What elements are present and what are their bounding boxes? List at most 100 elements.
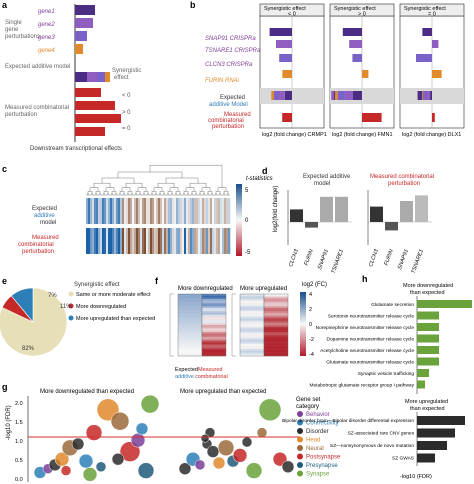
- c-cell-meas-0: [86, 228, 89, 254]
- f-cell-1-1-24: [264, 335, 288, 338]
- h-title-down-1: More downregulated: [403, 283, 453, 289]
- c-cell-meas-48: [182, 228, 185, 254]
- f-x-measured: Measured: [198, 367, 222, 373]
- c-dendro-link: [174, 193, 178, 196]
- d-bar-1-1: [385, 222, 398, 231]
- b-bar-1-0: [342, 28, 362, 36]
- g-ytick-0: 0.0: [15, 477, 23, 483]
- panel-g-letter: g: [2, 382, 8, 392]
- b-add-seg-1-2: [337, 91, 345, 100]
- row-furin: FURIN RNAi: [205, 78, 240, 84]
- c-label-perturbation: perturbation: [22, 249, 54, 255]
- g-bubble-24: [212, 456, 226, 470]
- c-cell-add-51: [188, 198, 191, 224]
- panel-d: d Expected additive model Measured combi…: [262, 166, 434, 275]
- c-cell-add-60: [206, 198, 209, 224]
- row-tsnare1: TSNARE1 CRISPRa: [205, 48, 261, 54]
- c-label-measured: Measured: [32, 235, 59, 241]
- c-cell-meas-31: [148, 228, 151, 254]
- d-cat-1-3: TSNARE1: [411, 249, 425, 275]
- f-cell-1-1-35: [264, 354, 288, 357]
- c-dendro-link: [190, 193, 194, 196]
- c-cell-add-65: [216, 198, 219, 224]
- c-label-combinatorial: combinatorial: [18, 242, 54, 248]
- e-slice-0: [0, 287, 68, 357]
- f-cell-1-0-6: [240, 304, 264, 307]
- e-swatch-same: [68, 291, 74, 297]
- c-dendro-link: [202, 193, 206, 196]
- c-cell-meas-67: [220, 228, 223, 254]
- g-legend-dot-6: [297, 462, 303, 468]
- g-bubble-15: [111, 452, 125, 466]
- c-cell-meas-20: [126, 228, 129, 254]
- c-dendro-link: [162, 193, 166, 196]
- f-cell-1-0-22: [240, 331, 264, 334]
- c-dendro-link: [150, 193, 154, 196]
- c-cell-meas-52: [190, 228, 193, 254]
- c-cell-meas-65: [216, 228, 219, 254]
- c-cell-add-40: [166, 198, 169, 224]
- f-side-tree-1: [231, 293, 236, 357]
- c-label-expected: Expected: [32, 206, 57, 212]
- d-cat-0-3: TSNARE1: [331, 249, 345, 275]
- threshold-eq: = 0: [122, 126, 131, 132]
- c-dendro-link: [166, 193, 170, 196]
- panel-a-letter: a: [2, 0, 8, 10]
- c-dendro-link: [178, 193, 182, 196]
- h-term-down-1: Serotonin neurotransmitter release cycle: [328, 314, 414, 320]
- f-cell-0-1-18: [202, 325, 226, 327]
- c-cell-add-2: [90, 198, 93, 224]
- panel-f-letter: f: [155, 276, 159, 286]
- d-bar-0-2: [320, 196, 333, 222]
- gene2-label: gene2: [38, 22, 55, 28]
- f-cell-1-1-10: [264, 311, 288, 314]
- h-bar-down-4: [417, 346, 439, 354]
- b-xlabel-1: log2 (fold change) FMN1: [332, 132, 393, 138]
- f-cell-0-0-35: [178, 354, 202, 357]
- f-cell-0-1-2: [202, 297, 226, 300]
- f-cell-1-1-2: [264, 297, 288, 300]
- e-swatch-down: [68, 303, 74, 309]
- c-dendro-link: [87, 191, 93, 194]
- c-cell-meas-13: [112, 228, 115, 254]
- f-col-frame-0-1: [201, 293, 227, 357]
- c-cell-add-69: [224, 198, 227, 224]
- b-add-seg-2-4: [417, 91, 423, 100]
- combo-bar-2: [75, 101, 115, 110]
- c-cell-add-44: [174, 198, 177, 224]
- f-cell-1-1-8: [264, 307, 288, 310]
- d-bar-0-3: [335, 196, 348, 222]
- f-x-expected: Expected: [175, 367, 198, 373]
- b-header-title-0: Synergistic effect: [264, 6, 306, 12]
- additive-label: Expected additive model: [5, 64, 70, 70]
- f-cell-1-1-14: [264, 318, 288, 321]
- c-cell-meas-10: [106, 228, 109, 254]
- c-cell-add-12: [110, 198, 113, 224]
- c-cell-meas-45: [176, 228, 179, 254]
- c-cell-meas-49: [184, 228, 187, 254]
- c-cell-meas-46: [178, 228, 181, 254]
- panel-a-xlabel: Downstream transcriptional effects: [30, 146, 122, 152]
- b-bar-2-2: [416, 54, 432, 62]
- f-cell-0-1-26: [202, 338, 226, 341]
- c-cell-add-45: [176, 198, 179, 224]
- g-bubble-6: [78, 453, 94, 469]
- c-dendro-link: [111, 191, 117, 194]
- c-tick-0: 0: [245, 218, 249, 224]
- b-bar-1-3: [362, 70, 369, 78]
- e-legend-title: Synergistic effect: [74, 282, 120, 288]
- panel-b: b SNAP91 CRISPRa TSNARE1 CRISPRa CLCN3 C…: [190, 0, 465, 138]
- c-cell-add-63: [212, 198, 215, 224]
- f-cell-0-1-28: [202, 342, 226, 345]
- h-bar-up-3: [417, 453, 435, 463]
- c-cell-add-48: [182, 198, 185, 224]
- f-cell-0-1-29: [202, 343, 226, 346]
- e-legend-same: Same or more moderate effect: [76, 292, 151, 298]
- g-legend-label-3: Head: [306, 438, 320, 444]
- c-cell-add-38: [162, 198, 165, 224]
- c-cell-add-53: [192, 198, 195, 224]
- c-label-additive: additive: [34, 213, 55, 219]
- f-cell-1-1-30: [264, 345, 288, 348]
- c-cell-add-5: [96, 198, 99, 224]
- g-bubble-25: [217, 439, 235, 457]
